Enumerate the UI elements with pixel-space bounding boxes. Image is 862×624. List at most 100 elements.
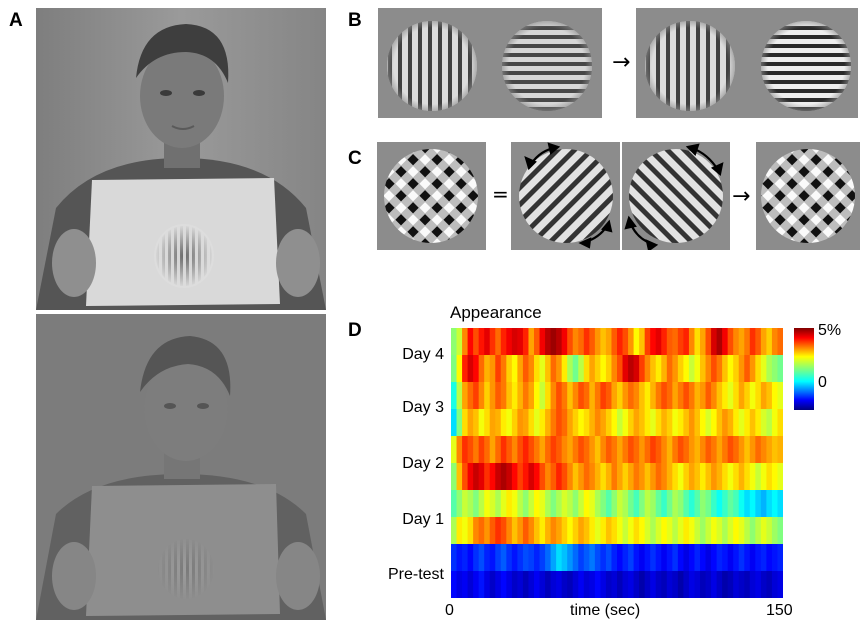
heatmap-cell bbox=[733, 355, 740, 383]
heatmap-cell bbox=[655, 571, 662, 598]
heatmap-cell bbox=[589, 544, 596, 572]
heatmap-cell bbox=[522, 544, 530, 572]
heatmap-cell bbox=[495, 328, 502, 356]
heatmap-cell bbox=[517, 382, 524, 410]
heatmap-cell bbox=[666, 571, 673, 598]
heatmap-cell bbox=[700, 490, 707, 518]
heatmap-cell bbox=[506, 355, 513, 383]
heatmap-cell bbox=[545, 571, 552, 598]
heatmap-cell bbox=[711, 544, 718, 572]
heatmap-cell bbox=[666, 436, 673, 464]
heatmap-cell bbox=[633, 409, 640, 437]
heatmap-cell bbox=[639, 328, 646, 356]
heatmap-cell bbox=[694, 571, 701, 598]
heatmap-cell bbox=[600, 409, 607, 437]
heatmap-cell bbox=[672, 436, 679, 464]
heatmap-cell bbox=[727, 382, 734, 410]
heatmap-cell bbox=[539, 463, 546, 491]
heatmap-cell bbox=[633, 490, 640, 518]
heatmap-cell bbox=[506, 571, 513, 598]
heatmap-cell bbox=[594, 517, 601, 545]
heatmap-cell bbox=[639, 490, 646, 518]
heatmap-cell bbox=[478, 571, 485, 598]
heatmap-cell bbox=[545, 436, 552, 464]
heatmap-cell bbox=[605, 463, 613, 491]
heatmap-cell bbox=[473, 490, 480, 518]
heatmap-cell bbox=[694, 490, 701, 518]
heatmap-cell bbox=[561, 571, 568, 598]
heatmap-cell bbox=[550, 409, 557, 437]
heatmap-cell bbox=[733, 328, 740, 356]
heatmap-cell bbox=[594, 463, 601, 491]
heatmap-cell bbox=[478, 382, 485, 410]
heatmap-cell bbox=[677, 382, 684, 410]
heatmap-cell bbox=[716, 544, 723, 572]
heatmap-cell bbox=[500, 517, 507, 545]
heatmap-cell bbox=[755, 517, 762, 545]
heatmap-cell bbox=[545, 355, 552, 383]
heatmap-cell bbox=[716, 409, 723, 437]
heatmap-cell bbox=[722, 463, 729, 491]
heatmap-cell bbox=[528, 355, 535, 383]
heatmap-cell bbox=[633, 517, 640, 545]
heatmap-cell bbox=[495, 355, 502, 383]
heatmap-cell bbox=[511, 463, 518, 491]
heatmap-cell bbox=[500, 409, 507, 437]
heatmap-cell bbox=[766, 409, 773, 437]
heatmap-cell bbox=[661, 409, 668, 437]
heatmap-cell bbox=[589, 382, 596, 410]
heatmap-cell bbox=[755, 328, 762, 356]
heatmap-cell bbox=[688, 355, 696, 383]
heatmap-cell bbox=[744, 463, 751, 491]
heatmap-cell bbox=[550, 571, 557, 598]
heatmap-cell bbox=[456, 409, 463, 437]
row-label-day3: Day 3 bbox=[402, 399, 444, 416]
heatmap-cell bbox=[771, 382, 779, 410]
heatmap-cell bbox=[462, 463, 469, 491]
heatmap-cell bbox=[600, 355, 607, 383]
heatmap-cell bbox=[705, 517, 712, 545]
heatmap-cell bbox=[755, 355, 762, 383]
heatmap-cell bbox=[644, 355, 651, 383]
heatmap-cell bbox=[749, 328, 756, 356]
heatmap-cell bbox=[661, 382, 668, 410]
heatmap-cell bbox=[760, 571, 767, 598]
heatmap-cell bbox=[677, 544, 684, 572]
heatmap-cell bbox=[489, 436, 496, 464]
heatmap-cell bbox=[711, 328, 718, 356]
heatmap-cell bbox=[478, 328, 485, 356]
heatmap-cell bbox=[495, 382, 502, 410]
heatmap-cell bbox=[567, 544, 574, 572]
heatmap-cell bbox=[550, 463, 557, 491]
heatmap-cell bbox=[727, 409, 734, 437]
heatmap-cell bbox=[711, 463, 718, 491]
heatmap-cell bbox=[738, 571, 745, 598]
heatmap-cell bbox=[583, 490, 590, 518]
heatmap-cell bbox=[655, 328, 662, 356]
heatmap-cell bbox=[572, 463, 579, 491]
row-label-day2: Day 2 bbox=[402, 455, 444, 472]
heatmap-cell bbox=[666, 328, 673, 356]
heatmap-cell bbox=[605, 355, 613, 383]
heatmap-cell bbox=[528, 382, 535, 410]
heatmap-cell bbox=[500, 463, 507, 491]
heatmap-cell bbox=[666, 490, 673, 518]
heatmap-cell bbox=[628, 355, 635, 383]
heatmap-cell bbox=[511, 571, 518, 598]
heatmap-cell bbox=[760, 517, 767, 545]
heatmap-cell bbox=[462, 382, 469, 410]
heatmap-cell bbox=[760, 544, 767, 572]
heatmap-cell bbox=[716, 463, 723, 491]
heatmap-cell bbox=[628, 517, 635, 545]
heatmap-cell bbox=[777, 517, 783, 545]
x-tick-150: 150 bbox=[766, 602, 793, 619]
heatmap-cell bbox=[617, 517, 624, 545]
heatmap-cell bbox=[749, 382, 756, 410]
heatmap-cell bbox=[661, 571, 668, 598]
heatmap-cell bbox=[755, 571, 762, 598]
heatmap-cell bbox=[528, 409, 535, 437]
heatmap-cell bbox=[484, 409, 491, 437]
heatmap-cell bbox=[655, 490, 662, 518]
heatmap-cell bbox=[534, 382, 541, 410]
heatmap-cell bbox=[567, 571, 574, 598]
